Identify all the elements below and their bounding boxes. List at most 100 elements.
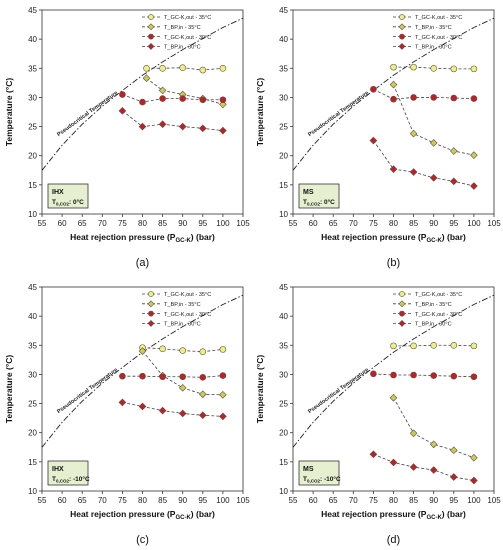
data-point	[219, 96, 227, 104]
x-tick-label: 95	[198, 219, 207, 228]
data-point	[470, 65, 478, 73]
config-box-temperature-subscript: 0,CO2	[307, 202, 321, 207]
data-point	[198, 390, 207, 399]
data-point	[450, 65, 458, 73]
data-point	[430, 64, 437, 72]
series-line	[122, 375, 223, 378]
y-tick-label: 45	[28, 6, 37, 15]
series-line	[393, 397, 475, 459]
data-point	[390, 371, 397, 379]
data-point	[219, 346, 227, 353]
config-box-temperature: T0,CO2: -10°C	[52, 475, 90, 484]
legend-label: T_BP,in - 30°C	[164, 45, 201, 51]
data-point	[390, 63, 397, 71]
x-axis-label-subscript: GC-K	[426, 515, 442, 521]
x-tick-label: 95	[449, 219, 458, 228]
panel-caption: (d)	[387, 534, 400, 546]
y-tick-label: 15	[279, 458, 288, 467]
legend-label: T_GC-K,out - 35°C	[164, 15, 211, 21]
config-box-temperature: T0,CO2: -10°C	[303, 475, 341, 484]
legend-marker	[148, 310, 154, 317]
x-tick-label: 55	[289, 219, 298, 228]
x-axis-label: Heat rejection pressure (PGC-K) (bar)	[70, 232, 215, 244]
legend-marker	[147, 319, 155, 327]
data-point	[389, 458, 398, 467]
data-point	[119, 91, 126, 98]
x-tick-label: 100	[216, 496, 230, 505]
x-axis-label-tail: ) (bar)	[191, 232, 215, 242]
x-tick-label: 70	[349, 219, 358, 228]
data-point	[159, 95, 166, 102]
data-point	[389, 165, 398, 173]
data-point	[430, 94, 437, 101]
y-tick-label: 25	[279, 400, 288, 409]
x-tick-label: 105	[236, 496, 250, 505]
data-point	[179, 373, 186, 381]
config-box-temperature-value: : -10°C	[69, 475, 90, 483]
config-box-temperature-value: : -10°C	[320, 475, 341, 483]
config-box-temperature-subscript: 0,CO2	[56, 479, 70, 484]
data-point	[449, 473, 458, 481]
x-tick-label: 55	[289, 496, 298, 505]
x-tick-label: 75	[369, 496, 378, 505]
x-tick-label: 105	[236, 219, 250, 228]
x-axis-label-tail: ) (bar)	[442, 232, 466, 242]
legend-label: T_GC-K,out - 35°C	[415, 292, 462, 298]
config-box-temperature-symbol: T	[303, 476, 307, 483]
legend-label: T_BP,in - 35°C	[415, 302, 452, 308]
data-point	[370, 370, 377, 378]
config-box-temperature-subscript: 0,CO2	[307, 479, 321, 484]
x-tick-label: 90	[429, 496, 438, 505]
plot-frame	[292, 9, 495, 215]
data-point	[409, 168, 418, 176]
data-point	[219, 372, 227, 379]
x-tick-label: 105	[487, 496, 501, 505]
x-tick-label: 65	[329, 496, 338, 505]
y-tick-label: 40	[279, 35, 288, 44]
data-point	[139, 372, 146, 380]
y-axis-label: Temperature (°C)	[255, 355, 265, 424]
x-tick-label: 80	[389, 219, 398, 228]
x-axis-label-main: Heat rejection pressure (P	[70, 232, 176, 242]
legend-label: T_BP,in - 30°C	[164, 322, 201, 328]
y-tick-label: 10	[279, 210, 288, 219]
data-point	[142, 74, 151, 83]
x-tick-label: 95	[449, 496, 458, 505]
x-tick-label: 60	[309, 496, 318, 505]
data-point	[158, 120, 167, 129]
legend-label: T_BP,in - 35°C	[164, 302, 201, 308]
y-axis-label: Temperature (°C)	[4, 355, 14, 424]
x-axis-label-subscript: GC-K	[426, 238, 442, 244]
y-axis-label: Temperature (°C)	[255, 78, 265, 147]
data-point	[219, 126, 227, 135]
legend-label: T_BP,in - 30°C	[415, 322, 452, 328]
data-point	[219, 100, 227, 109]
data-point	[159, 64, 166, 72]
y-tick-label: 25	[28, 123, 37, 132]
x-tick-label: 80	[389, 496, 398, 505]
y-axis-label: Temperature (°C)	[4, 78, 14, 147]
legend-marker	[399, 310, 405, 317]
x-tick-label: 85	[158, 219, 167, 228]
y-tick-label: 30	[279, 370, 288, 379]
x-tick-label: 90	[429, 219, 438, 228]
y-tick-label: 35	[28, 341, 37, 350]
config-box-temperature-symbol: T	[52, 199, 56, 206]
data-point	[470, 182, 478, 190]
data-point	[178, 122, 187, 131]
data-point	[179, 95, 186, 102]
data-point	[470, 453, 478, 462]
x-axis-label-subscript: GC-K	[175, 238, 191, 244]
legend-marker	[148, 33, 154, 40]
plot-frame	[41, 9, 244, 215]
data-point	[410, 63, 417, 71]
data-point	[430, 341, 437, 349]
panel-caption: (c)	[136, 534, 149, 546]
data-point	[410, 342, 417, 350]
config-box-temperature-value: : 0°C	[69, 198, 84, 206]
legend-marker	[398, 300, 406, 308]
y-tick-label: 15	[28, 458, 37, 467]
plot-frame	[41, 286, 244, 492]
x-tick-label: 60	[309, 219, 318, 228]
data-point	[199, 374, 207, 381]
